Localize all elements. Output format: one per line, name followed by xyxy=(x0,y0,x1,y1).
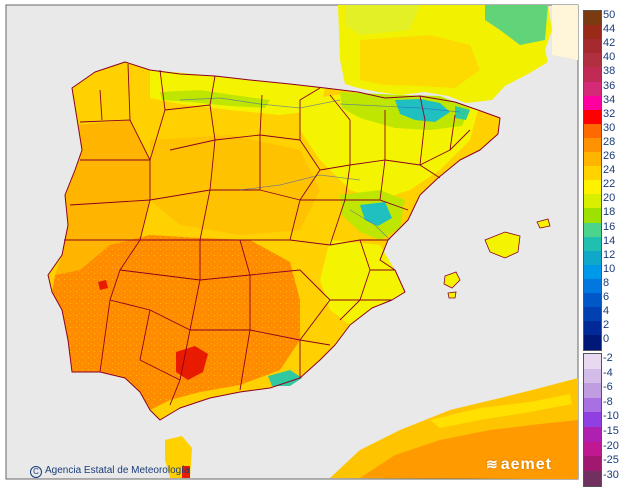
legend-label-positive-7: 32 xyxy=(603,107,616,120)
legend-swatch-negative-2 xyxy=(584,383,601,399)
hottest-patch xyxy=(176,346,208,380)
legend-swatch-negative-0 xyxy=(584,354,601,370)
river-lines xyxy=(179,97,461,241)
legend-swatch-positive-7 xyxy=(584,109,601,125)
legend-swatch-positive-18 xyxy=(584,264,601,280)
legend-swatch-negative-6 xyxy=(584,441,601,457)
alps-cold-area xyxy=(485,5,548,45)
east-coast-cool xyxy=(320,240,405,325)
legend-label-negative-8: -30 xyxy=(603,468,619,481)
legend-swatch-positive-2 xyxy=(584,39,601,54)
legend-swatch-negative-8 xyxy=(584,470,601,486)
atlas-cool xyxy=(430,394,572,428)
legend-label-positive-21: 4 xyxy=(603,305,610,318)
iberian-system-mountain xyxy=(360,202,392,226)
legend-swatch-positive-10 xyxy=(584,152,601,167)
legend-label-positive-13: 20 xyxy=(603,192,616,205)
legend-label-negative-4: -10 xyxy=(603,410,619,423)
legend-label-positive-9: 28 xyxy=(603,135,616,148)
legend-swatch-positive-17 xyxy=(584,250,601,266)
legend-outline-negative xyxy=(583,353,602,488)
legend-swatch-positive-1 xyxy=(584,25,601,40)
legend-swatch-positive-5 xyxy=(584,81,601,97)
pyrenees-mountain xyxy=(395,99,450,122)
legend-label-positive-10: 26 xyxy=(603,150,616,162)
legend-label-positive-1: 44 xyxy=(603,23,616,36)
legend-swatch-positive-6 xyxy=(584,95,601,111)
legend-swatch-positive-23 xyxy=(584,335,601,350)
legend-label-positive-20: 6 xyxy=(603,291,610,303)
legend-swatch-negative-4 xyxy=(584,412,601,428)
france-cool-area xyxy=(345,5,420,35)
legend-swatch-positive-19 xyxy=(584,278,601,294)
legend-swatch-positive-9 xyxy=(584,137,601,153)
legend-label-positive-8: 30 xyxy=(603,121,616,134)
north-cool-strip xyxy=(150,70,325,115)
hottest-patch-small xyxy=(98,280,108,290)
legend-label-negative-5: -15 xyxy=(603,425,619,437)
legend-label-negative-1: -4 xyxy=(603,366,613,379)
legend-label-positive-3: 40 xyxy=(603,51,616,64)
legend-label-positive-18: 10 xyxy=(603,262,616,275)
central-warm-area xyxy=(150,135,320,235)
aemet-wave-icon: ≋ xyxy=(486,456,499,472)
menorca xyxy=(536,218,551,229)
province-borders xyxy=(47,61,501,421)
legend-outline xyxy=(583,10,602,352)
mallorca xyxy=(484,231,521,259)
legend-label-positive-12: 22 xyxy=(603,178,616,191)
legend-label-positive-4: 38 xyxy=(603,65,616,78)
legend-swatch-positive-12 xyxy=(584,180,601,195)
legend-swatch-positive-16 xyxy=(584,236,601,252)
legend-label-positive-6: 34 xyxy=(603,93,616,106)
legend-label-negative-0: -2 xyxy=(603,352,613,364)
far-east-pale xyxy=(552,5,578,60)
legend-label-positive-0: 50 xyxy=(603,9,616,21)
copyright-icon: C xyxy=(30,466,42,478)
legend-swatch-positive-4 xyxy=(584,67,601,82)
legend-swatch-positive-20 xyxy=(584,293,601,308)
legend-label-positive-23: 0 xyxy=(603,333,610,346)
legend-swatch-positive-11 xyxy=(584,166,601,181)
north-africa-hot xyxy=(360,420,578,479)
pyrenees-mountain-east xyxy=(455,106,470,120)
legend-label-positive-11: 24 xyxy=(603,164,616,177)
cantabrian-mountain xyxy=(160,90,270,108)
ibiza xyxy=(443,271,461,289)
legend-label-positive-14: 18 xyxy=(603,206,616,219)
legend-swatch-positive-3 xyxy=(584,53,601,68)
legend-swatch-positive-22 xyxy=(584,321,601,336)
legend-swatch-negative-7 xyxy=(584,456,601,472)
legend-swatch-negative-5 xyxy=(584,427,601,443)
aemet-logo: ≋ aemet xyxy=(486,456,552,474)
aemet-logo-text: aemet xyxy=(500,456,552,473)
legend-swatch-negative-3 xyxy=(584,397,601,413)
agency-credit-text: Agencia Estatal de Meteorología xyxy=(45,465,190,476)
legend-label-negative-6: -20 xyxy=(603,439,619,452)
formentera xyxy=(447,291,457,299)
legend-swatch-positive-14 xyxy=(584,208,601,223)
legend-label-positive-15: 16 xyxy=(603,220,616,233)
strait-hot xyxy=(182,466,190,478)
legend-label-positive-19: 8 xyxy=(603,276,610,289)
legend-label-negative-7: -25 xyxy=(603,454,619,467)
legend-label-positive-2: 42 xyxy=(603,37,616,50)
legend-label-positive-16: 14 xyxy=(603,234,616,247)
france-warm-area xyxy=(360,35,480,88)
legend-swatch-positive-21 xyxy=(584,307,601,322)
agency-credit: C Agencia Estatal de Meteorología xyxy=(30,465,190,478)
legend-swatch-negative-1 xyxy=(584,368,601,384)
legend-swatch-positive-15 xyxy=(584,222,601,238)
legend-swatch-positive-0 xyxy=(584,11,601,26)
legend-label-positive-22: 2 xyxy=(603,319,610,332)
legend-swatch-positive-8 xyxy=(584,123,601,139)
sierra-nevada xyxy=(268,370,302,386)
legend-swatch-positive-13 xyxy=(584,194,601,209)
legend-label-negative-2: -6 xyxy=(603,381,613,394)
legend-label-positive-17: 12 xyxy=(603,248,616,261)
legend-label-positive-5: 36 xyxy=(603,79,616,92)
legend-label-negative-3: -8 xyxy=(603,395,613,408)
